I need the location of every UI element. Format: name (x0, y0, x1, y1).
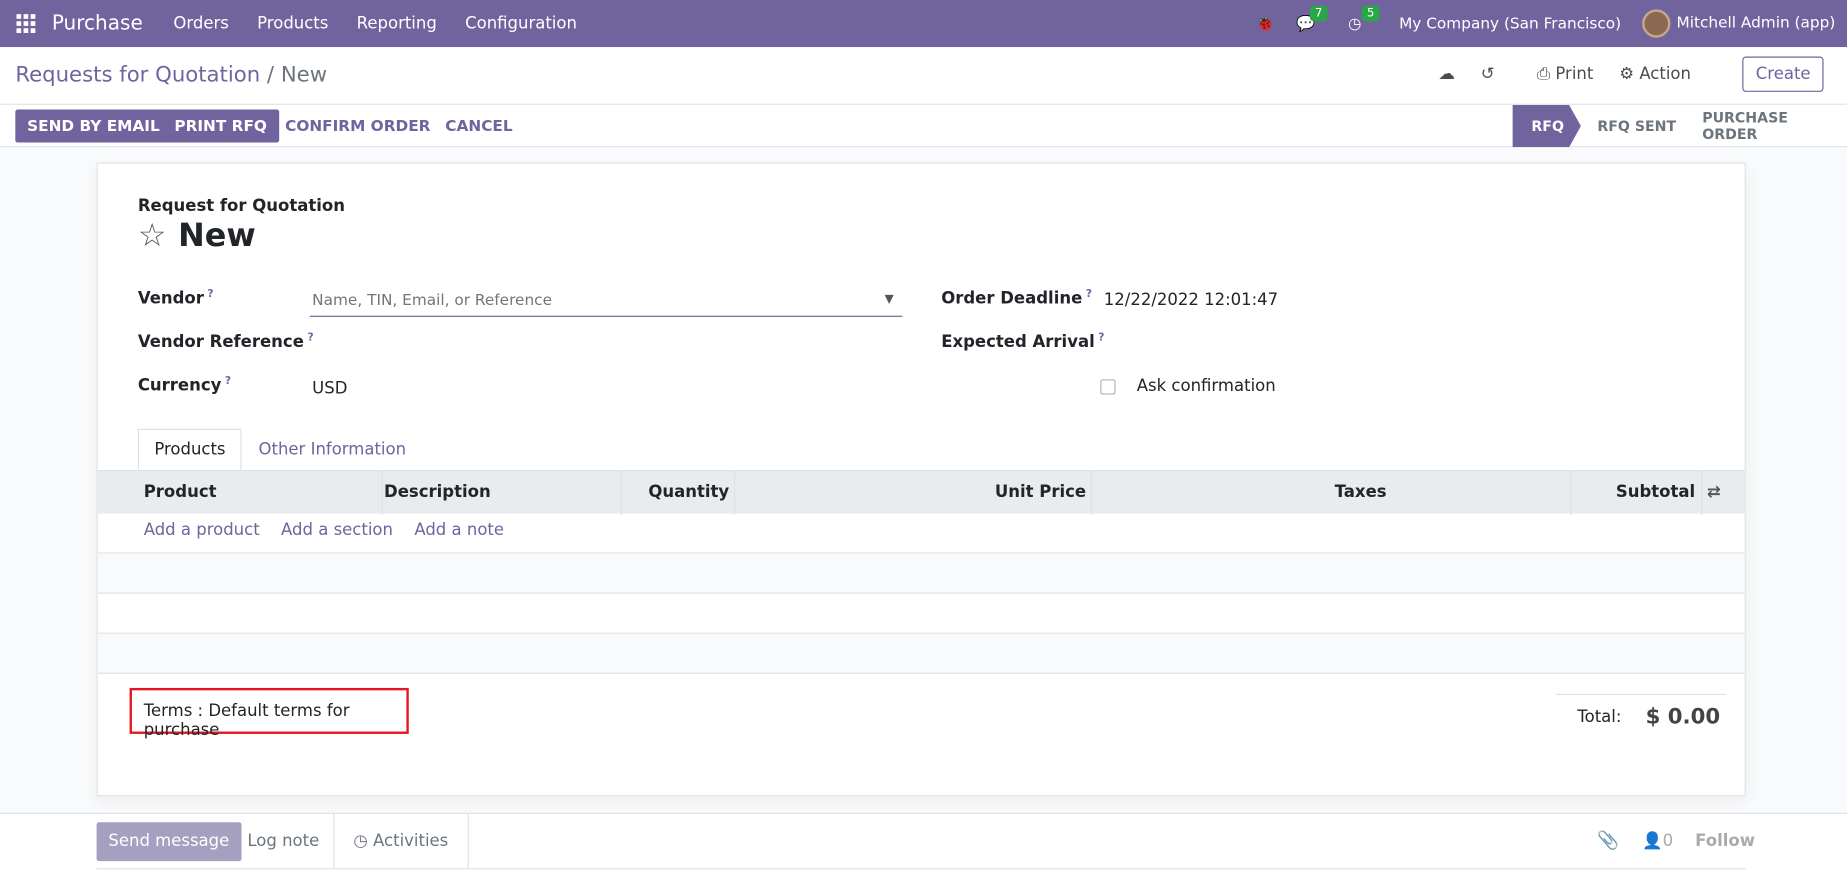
cancel-button[interactable]: CANCEL (445, 117, 513, 135)
chatter: Send message Log note ◷ Activities 📎 👤0 … (0, 812, 1847, 875)
form-subtitle: Request for Quotation (137, 196, 345, 216)
col-subtotal[interactable]: Subtotal (1571, 471, 1703, 515)
clock-icon: ◷ (353, 831, 368, 851)
messages-badge: 7 (1310, 5, 1328, 21)
stage-rfq-sent[interactable]: RFQ SENT (1597, 117, 1677, 135)
create-button[interactable]: Create (1742, 56, 1824, 92)
avatar (1642, 9, 1671, 38)
terms-note[interactable]: Terms : Default terms for purchase (129, 687, 409, 740)
expected-arrival-label: Expected Arrival? (941, 332, 1105, 352)
vendor-input[interactable] (309, 286, 903, 317)
col-description[interactable]: Description (384, 471, 622, 515)
apps-menu-icon[interactable] (16, 14, 36, 33)
add-note-link[interactable]: Add a note (414, 520, 505, 540)
form-title: New (178, 217, 256, 255)
breadcrumb-current: New (280, 62, 328, 88)
messages-icon[interactable]: 💬 7 (1296, 5, 1328, 32)
breadcrumb: Requests for Quotation / New (15, 62, 327, 87)
form-sheet: Request for Quotation ☆ New Vendor? ▼ Ve… (96, 162, 1746, 797)
followers-button[interactable]: 👤0 (1642, 832, 1673, 851)
status-bar: SEND BY EMAIL PRINT RFQ CONFIRM ORDER CA… (0, 103, 1847, 148)
activities-button[interactable]: ◷ Activities (333, 813, 469, 869)
menu-products[interactable]: Products (257, 14, 329, 33)
menu-configuration[interactable]: Configuration (465, 14, 577, 33)
tab-other-information[interactable]: Other Information (258, 440, 407, 460)
col-product[interactable]: Product (144, 471, 383, 515)
table-header: Product Description Quantity Unit Price … (97, 470, 1745, 515)
discard-undo-icon[interactable]: ↺ (1480, 64, 1495, 84)
currency-field[interactable]: USD (312, 379, 348, 399)
dropdown-caret-icon[interactable]: ▼ (884, 293, 894, 307)
vendor-reference-label: Vendor Reference? (137, 332, 314, 352)
app-name[interactable]: Purchase (51, 11, 143, 36)
stage-rfq[interactable]: RFQ (1512, 104, 1581, 148)
order-deadline-field[interactable]: 12/22/2022 12:01:47 (1103, 290, 1279, 310)
paperclip-icon[interactable]: 📎 (1597, 829, 1620, 851)
tab-products[interactable]: Products (137, 428, 243, 472)
currency-label: Currency? (137, 375, 232, 396)
user-name: Mitchell Admin (app) (1676, 14, 1836, 33)
col-taxes[interactable]: Taxes (1092, 471, 1572, 515)
debug-bug-icon[interactable]: 🐞 (1255, 14, 1275, 33)
empty-row (97, 633, 1745, 674)
col-quantity[interactable]: Quantity (621, 471, 736, 515)
breadcrumb-separator: / (266, 62, 275, 88)
order-deadline-label: Order Deadline? (941, 288, 1092, 309)
action-button[interactable]: ⚙ Action (1619, 65, 1691, 84)
ask-confirmation-checkbox[interactable] (1100, 379, 1116, 395)
total-value: $ 0.00 (1645, 704, 1721, 730)
star-icon[interactable]: ☆ (137, 217, 167, 255)
send-message-button[interactable]: Send message (96, 822, 242, 862)
save-cloud-icon[interactable]: ☁ (1438, 64, 1455, 84)
confirm-order-button[interactable]: CONFIRM ORDER (285, 117, 431, 135)
print-rfq-button[interactable]: PRINT RFQ (162, 109, 279, 143)
ask-confirmation-label: Ask confirmation (1136, 376, 1276, 396)
print-button[interactable]: ⎙ Print (1537, 65, 1593, 84)
add-section-link[interactable]: Add a section (281, 520, 393, 540)
empty-row (97, 553, 1745, 594)
activities-badge: 5 (1362, 5, 1380, 21)
user-icon: 👤 (1642, 831, 1663, 851)
menu-orders[interactable]: Orders (173, 14, 229, 33)
top-navbar: Purchase Orders Products Reporting Confi… (0, 0, 1847, 48)
stage-purchase-order[interactable]: PURCHASE ORDER (1702, 109, 1788, 143)
tabs: Products Other Information (137, 428, 423, 472)
menu-reporting[interactable]: Reporting (356, 14, 437, 33)
activities-clock-icon[interactable]: ◷ 5 (1348, 5, 1380, 32)
action-label: Action (1639, 64, 1691, 84)
breadcrumb-parent[interactable]: Requests for Quotation (15, 62, 261, 88)
user-menu[interactable]: Mitchell Admin (app) (1642, 9, 1836, 38)
company-switcher[interactable]: My Company (San Francisco) (1399, 14, 1622, 33)
add-product-link[interactable]: Add a product (143, 520, 260, 540)
empty-row (97, 594, 1745, 634)
optional-columns-icon[interactable]: ⇄ (1706, 482, 1721, 502)
vendor-label: Vendor? (137, 288, 214, 309)
add-line-row: Add a product Add a section Add a note (97, 514, 1745, 554)
print-label: Print (1555, 64, 1594, 84)
gear-icon: ⚙ (1619, 64, 1635, 84)
activities-label: Activities (373, 831, 449, 851)
log-note-button[interactable]: Log note (247, 831, 320, 851)
col-unit-price[interactable]: Unit Price (994, 482, 1087, 502)
printer-icon: ⎙ (1536, 64, 1551, 84)
total-label: Total: (1577, 707, 1622, 727)
follow-button[interactable]: Follow (1695, 831, 1755, 851)
followers-count: 0 (1662, 831, 1674, 851)
send-by-email-button[interactable]: SEND BY EMAIL (15, 109, 172, 143)
